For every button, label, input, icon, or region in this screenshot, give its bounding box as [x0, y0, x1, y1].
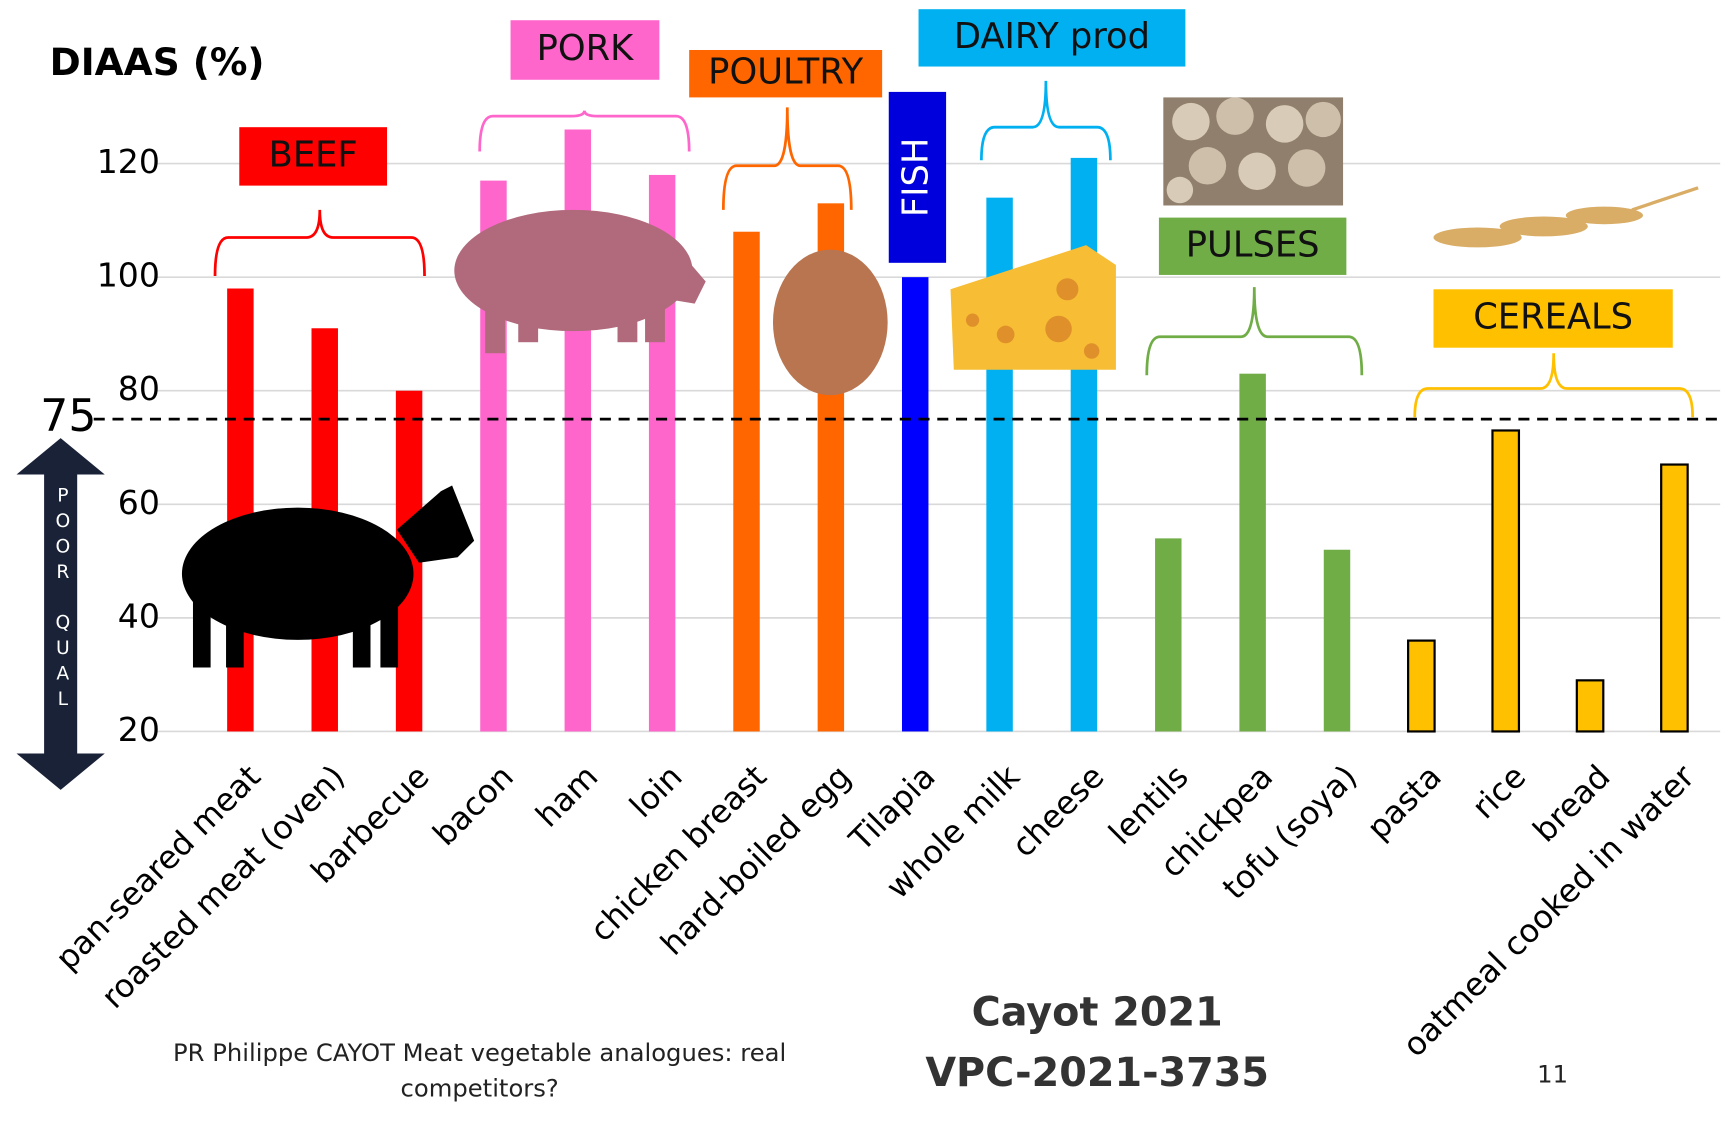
poor-quality-note: POOR QUAL: [52, 486, 73, 715]
bar: [902, 277, 928, 731]
chart: DIAAS (%) 20 40 60 80 100 120: [0, 0, 1729, 1131]
y-tick-label: 80: [118, 369, 160, 408]
group-label: CEREALS: [1473, 297, 1633, 338]
bar: [1239, 374, 1265, 732]
page-number: 11: [1537, 1059, 1568, 1088]
group-label: DAIRY prod: [954, 16, 1150, 57]
y-tick-label: 40: [118, 596, 160, 635]
group-label: PORK: [537, 28, 635, 69]
bar: [1408, 641, 1434, 732]
group-label: PULSES: [1186, 224, 1320, 265]
egg: [773, 250, 888, 396]
bar: [1661, 465, 1687, 732]
bar: [1577, 680, 1603, 731]
y-tick-label: 20: [118, 710, 160, 749]
group-label: FISH: [895, 138, 936, 218]
page: {"chart_data": {"type": "bar", "title": …: [0, 0, 1729, 1131]
y-tick-label: 60: [118, 483, 160, 522]
group-label: BEEF: [269, 134, 358, 175]
bar: [733, 232, 759, 732]
threshold-label: 75: [40, 391, 96, 442]
y-tick-label: 100: [97, 256, 160, 295]
group-label: POULTRY: [708, 52, 863, 93]
footer-author-box: PR Philippe CAYOT Meat vegetable analogu…: [105, 1037, 855, 1120]
bar: [1071, 158, 1097, 732]
bar: [1155, 538, 1181, 731]
bar: [1492, 430, 1518, 731]
chickpeas: [1163, 97, 1343, 205]
bar: [1324, 550, 1350, 732]
footer-code: VPC-2021-3735: [925, 1050, 1269, 1096]
chart-title: DIAAS (%): [50, 40, 265, 84]
footer-author: PR Philippe CAYOT Meat vegetable analogu…: [105, 1037, 855, 1108]
footer-reference: Cayot 2021: [972, 989, 1223, 1035]
y-tick-label: 120: [97, 142, 160, 181]
